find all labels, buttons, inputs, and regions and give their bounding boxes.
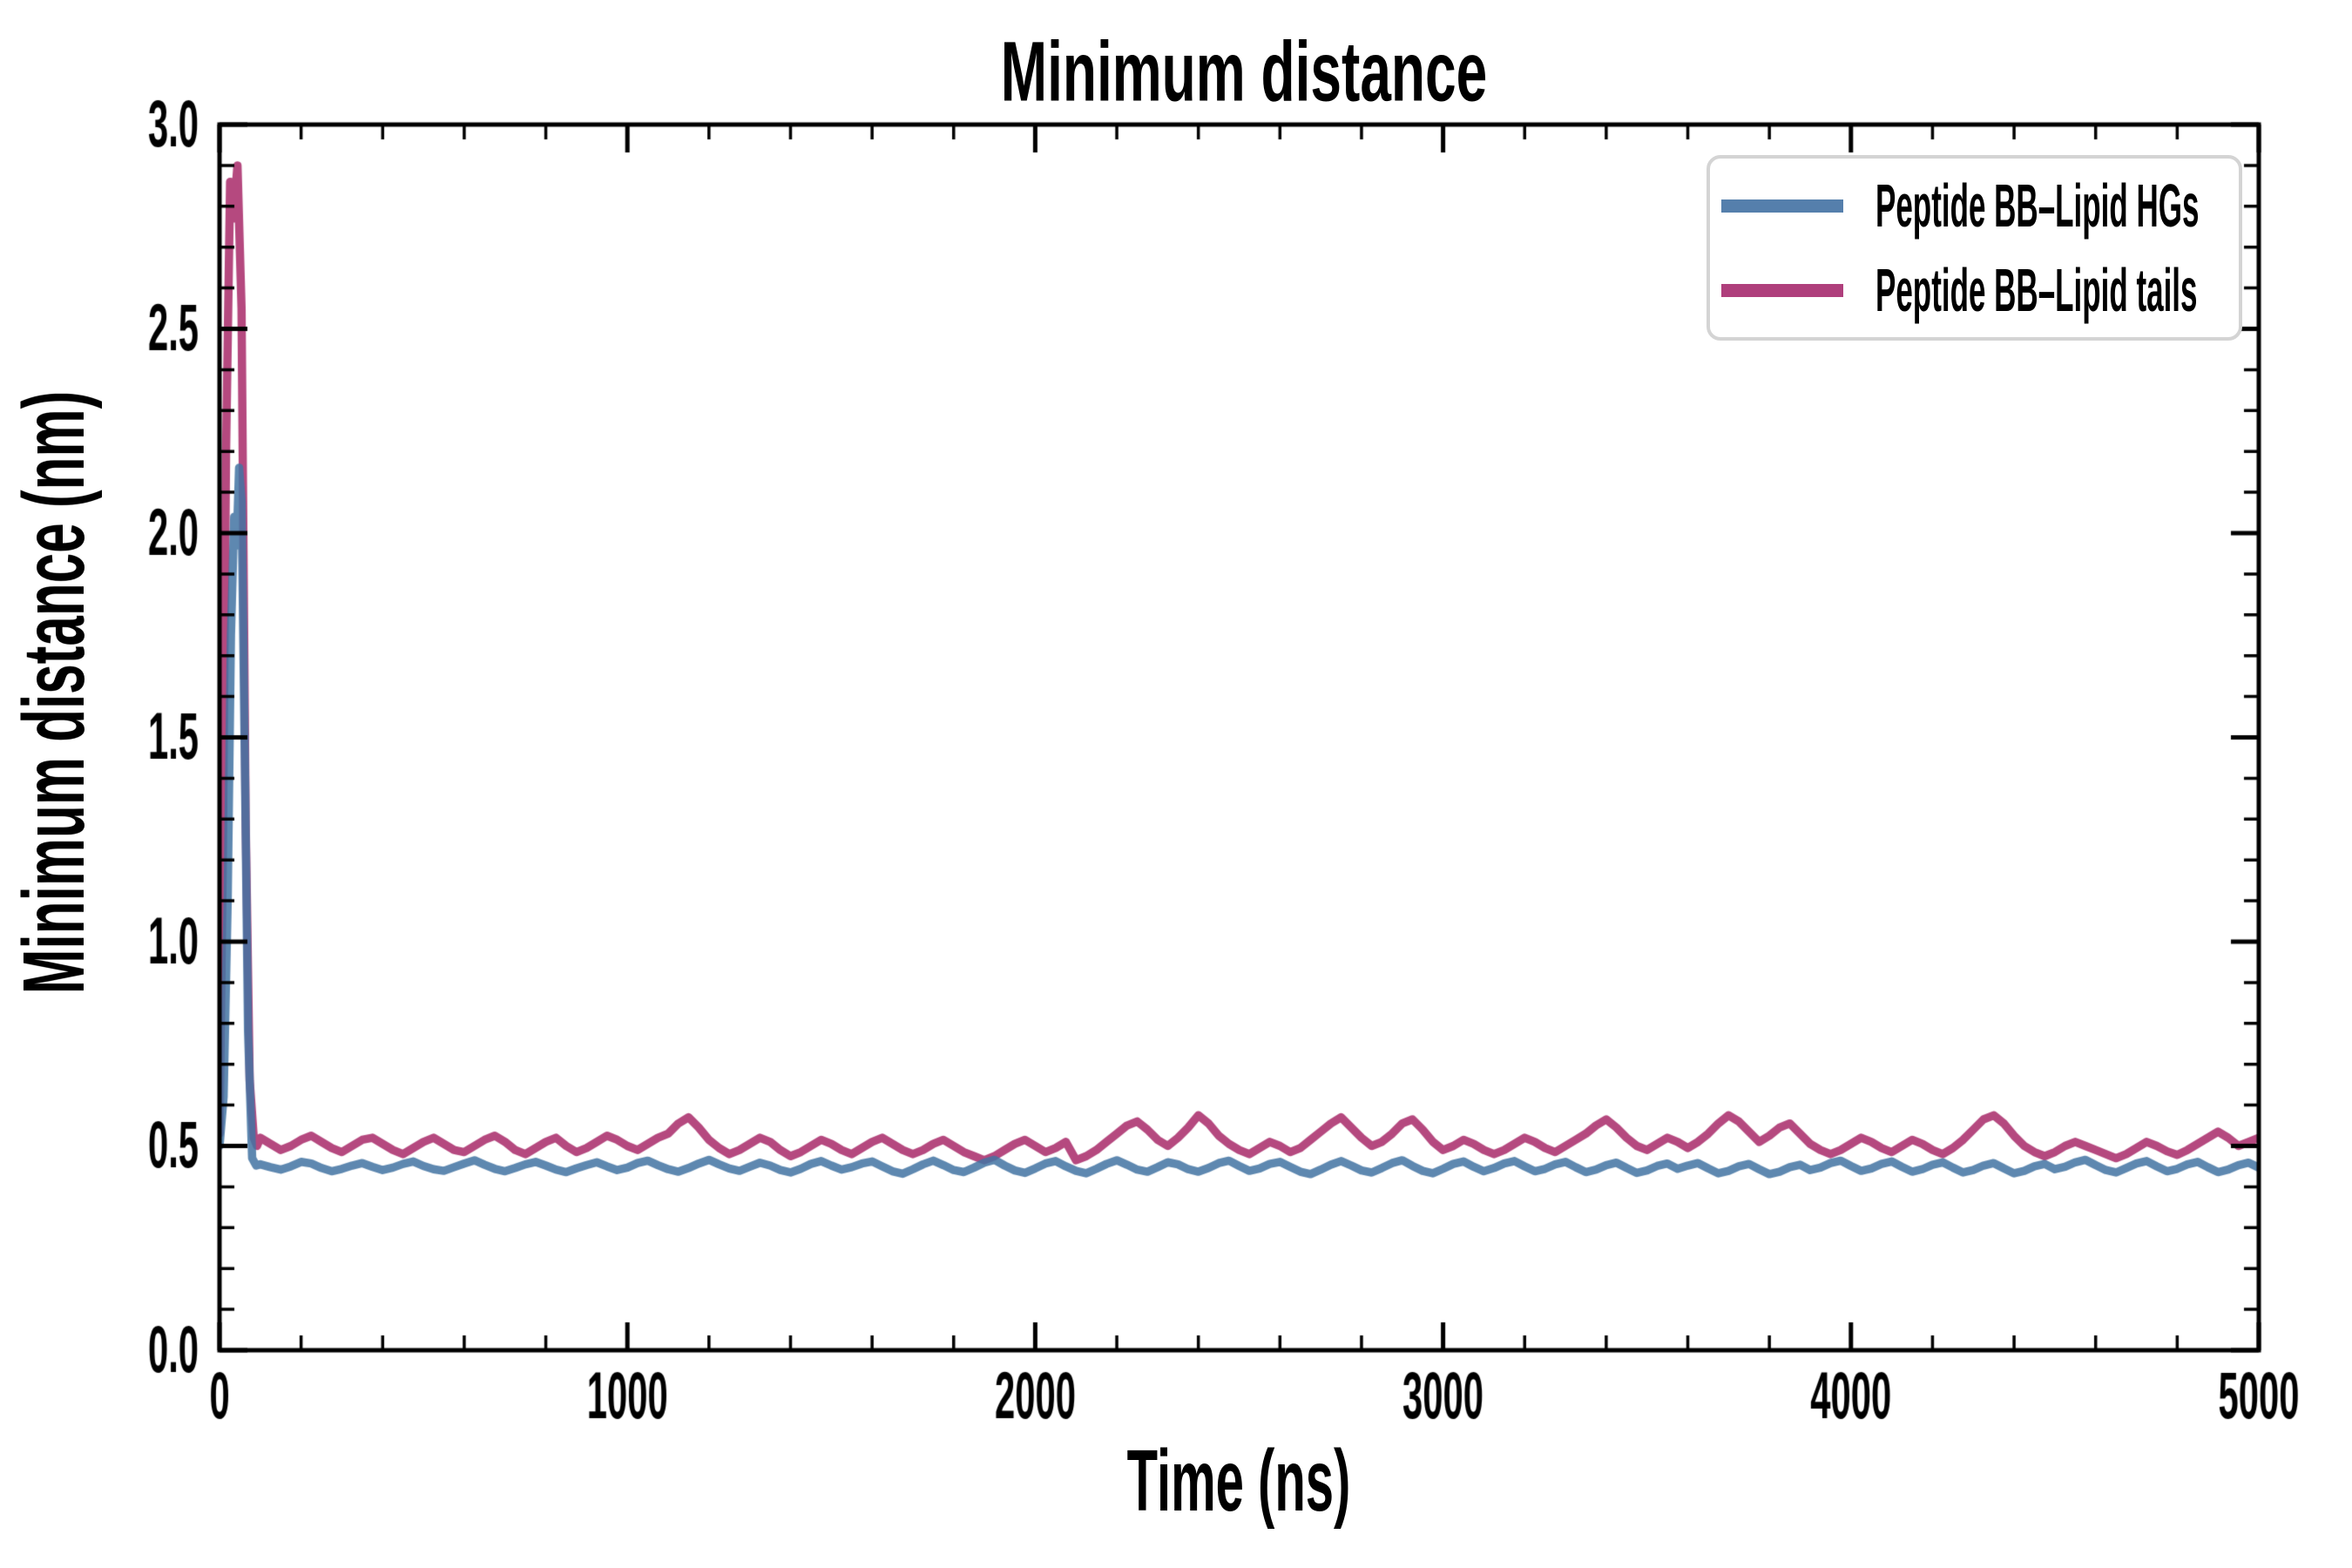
- legend: Peptide BB–Lipid HGs Peptide BB–Lipid ta…: [1707, 155, 2242, 341]
- legend-line-sample-tails: [1721, 283, 1843, 297]
- chart-title: Minimum distance: [1000, 24, 1488, 119]
- x-axis-label: Time (ns): [1126, 1432, 1351, 1530]
- legend-item-tails: Peptide BB–Lipid tails: [1710, 248, 2239, 333]
- legend-item-hg: Peptide BB–Lipid HGs: [1710, 164, 2239, 248]
- y-axis-label: Minimum distance (nm): [5, 390, 103, 995]
- legend-item-label: Peptide BB–Lipid HGs: [1876, 172, 2200, 240]
- legend-item-label: Peptide BB–Lipid tails: [1876, 256, 2198, 324]
- legend-line-sample-hg: [1721, 199, 1843, 213]
